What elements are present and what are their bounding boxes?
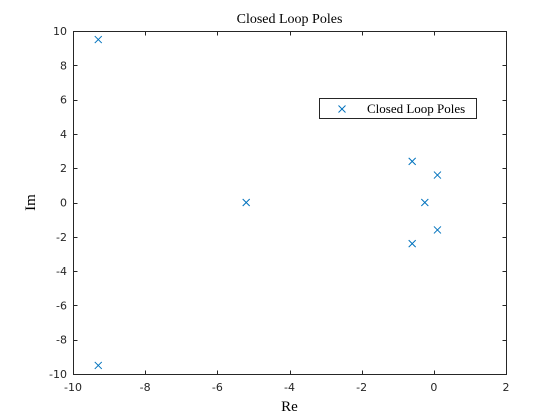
pole-marker [94, 35, 103, 44]
y-tick-label: 2 [60, 162, 67, 175]
pole-marker [433, 226, 442, 234]
pole-marker [408, 239, 417, 248]
pole-marker [94, 361, 103, 370]
y-tick-label: 10 [53, 25, 67, 38]
y-tick-label: -10 [49, 368, 67, 381]
pole-marker [242, 198, 251, 207]
x-tick-label: -8 [140, 381, 151, 394]
x-tick-label: -4 [284, 381, 295, 394]
x-tick-label: 2 [503, 381, 510, 394]
y-tick-label: -4 [56, 265, 67, 278]
y-tick-label: 6 [60, 94, 67, 107]
x-tick-label: -10 [64, 381, 82, 394]
tick-labels: -10 -8 -6 -4 -2 0 2 -10 -8 -6 -4 -2 0 2 4 6 8 10 [49, 25, 509, 394]
legend-marker-x [338, 105, 346, 113]
pole-marker [420, 198, 429, 207]
pole-marker [408, 157, 417, 166]
y-tick-label: -2 [56, 231, 67, 244]
x-tick-label: 0 [430, 381, 437, 394]
data-markers [94, 35, 442, 370]
x-tick-label: -2 [356, 381, 367, 394]
legend-box [319, 98, 477, 119]
y-tick-label: -6 [56, 299, 67, 312]
y-tick-label: -8 [56, 334, 67, 347]
y-tick-label: 0 [60, 197, 67, 210]
chart-title: Closed Loop Poles [237, 12, 343, 27]
y-tick-label: 8 [60, 59, 67, 72]
legend: Closed Loop Poles [319, 98, 477, 119]
y-axis-label: Im [23, 194, 39, 211]
legend-label: Closed Loop Poles [367, 101, 465, 116]
x-tick-label: -6 [212, 381, 223, 394]
x-axis-label: Re [281, 399, 298, 415]
y-tick-label: 4 [60, 128, 67, 141]
pole-marker [433, 171, 442, 179]
plot-frame [73, 31, 507, 375]
tick-marks [73, 31, 507, 375]
